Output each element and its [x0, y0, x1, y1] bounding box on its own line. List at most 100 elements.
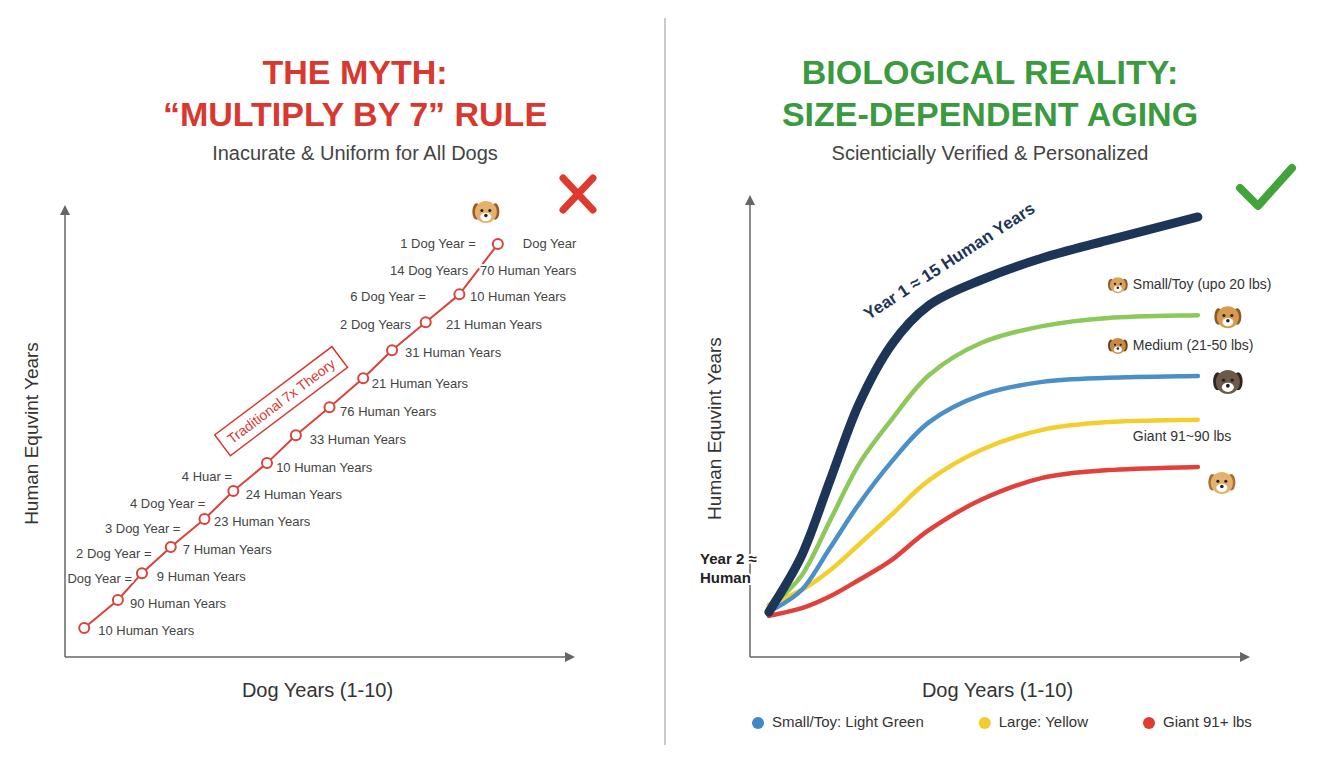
- series-point: [79, 623, 89, 633]
- dog-muzzle: [1222, 383, 1234, 392]
- x-axis-title: Dog Years (1-10): [242, 679, 393, 701]
- annotation: 21 Human Years: [372, 376, 469, 391]
- dog-eye: [1114, 283, 1116, 285]
- annotation: 70 Human Years: [480, 263, 577, 278]
- annotation: 10 Human Years: [98, 623, 195, 638]
- annotation-line: 10 Human Years: [470, 290, 567, 305]
- series-point: [137, 568, 147, 578]
- annotation: 10 Human Years: [276, 461, 373, 476]
- dog-icon: [1208, 472, 1235, 494]
- x-axis-title: Dog Years (1-10): [922, 679, 1073, 701]
- callout-label: Year 1 ≈ 15 Human Years: [860, 199, 1038, 324]
- dog-eye: [1120, 283, 1122, 285]
- panel-divider: [664, 18, 666, 745]
- cross-stroke: [563, 178, 593, 210]
- dog-eye: [1120, 344, 1122, 346]
- series-label: Giant 91~90 lbs: [1133, 428, 1231, 444]
- annotation-line: 24 Human Years: [246, 488, 343, 503]
- annotation-line: 70 Human Years: [480, 263, 577, 278]
- annotation-line: 10 Human Years: [276, 461, 373, 476]
- annotation-line: 4 Huar =: [182, 470, 232, 485]
- annotation-line: 33 Human Years: [310, 432, 407, 447]
- annotation-line: 4 Dog Year =: [130, 496, 206, 511]
- x-axis-line: [65, 656, 570, 658]
- annotation-line: Dog Year =: [67, 571, 132, 586]
- annotation-line: 90 Human Years: [130, 596, 227, 611]
- annotation: 2 Dog Years: [340, 318, 411, 333]
- dog-eye: [480, 209, 483, 212]
- dog-nose: [1117, 286, 1120, 289]
- chart-title: BIOLOGICAL REALITY:SIZE-DEPENDENT AGING: [782, 53, 1198, 133]
- annotation: 76 Human Years: [340, 404, 437, 419]
- dog-eye: [1222, 314, 1225, 317]
- annotation-line: 2 Dog Years: [340, 318, 411, 333]
- annotation: 90 Human Years: [130, 596, 227, 611]
- annotation-line: 76 Human Years: [340, 404, 437, 419]
- annotation-line: Year 2 ≈: [700, 550, 757, 567]
- dog-nose: [1226, 384, 1230, 388]
- dog-muzzle: [1222, 318, 1233, 326]
- dog-head: [1217, 306, 1239, 328]
- annotation-line: 7 Human Years: [183, 542, 272, 557]
- y-axis-line: [64, 210, 66, 657]
- chart-title: THE MYTH: “MULTIPLY BY 7” RULE: [163, 53, 547, 133]
- title-line: “MULTIPLY BY 7” RULE: [163, 95, 547, 133]
- annotation-line: 31 Human Years: [405, 346, 502, 361]
- dog-nose: [1226, 319, 1230, 323]
- annotation-line: Dog Year: [523, 237, 577, 252]
- legend-label: Small/Toy: Light Green: [772, 713, 924, 730]
- series-point: [387, 345, 397, 355]
- annotation-line: 21 Human Years: [372, 376, 469, 391]
- dog-icon: [472, 201, 499, 223]
- annotation-line: 23 Human Years: [214, 514, 311, 529]
- series-point: [262, 458, 272, 468]
- dog-nose: [484, 214, 488, 218]
- dog-eye: [1114, 344, 1116, 346]
- annotation: Dog Year =: [67, 571, 132, 586]
- legend-swatch: [752, 717, 764, 729]
- dog-muzzle: [1114, 347, 1122, 353]
- annotation: 6 Dog Year =: [350, 290, 426, 305]
- chart-subtitle: Inacurate & Uniform for All Dogs: [212, 142, 498, 164]
- dog-icon: [1108, 338, 1128, 354]
- dog-eye: [1230, 314, 1233, 317]
- dog-head: [1216, 370, 1240, 394]
- plot-area: [79, 239, 503, 633]
- annotation: 7 Human Years: [183, 542, 272, 557]
- dog-nose: [1117, 347, 1120, 350]
- annotation-line: 14 Dog Years: [390, 263, 469, 278]
- title-line: THE MYTH:: [262, 53, 447, 91]
- y-axis-title: Human Equvint Years: [21, 342, 42, 525]
- dog-muzzle: [1114, 286, 1122, 292]
- dog-eye: [1216, 480, 1219, 483]
- dog-head: [475, 201, 497, 223]
- series-point: [358, 373, 368, 383]
- annotation: 4 Huar =: [182, 470, 232, 485]
- series-point: [291, 430, 301, 440]
- annotation: 31 Human Years: [405, 346, 502, 361]
- cross-icon: [563, 178, 593, 210]
- annotation: 2 Dog Year =: [76, 546, 152, 561]
- dog-head: [1110, 277, 1126, 293]
- annotation: 1 Dog Year =: [400, 237, 476, 252]
- annotation-line: 21 Human Years: [446, 318, 543, 333]
- x-axis-line: [750, 656, 1245, 658]
- series-point: [228, 486, 238, 496]
- annotation: 4 Dog Year =: [130, 496, 206, 511]
- series-point: [493, 239, 503, 249]
- legend-swatch: [979, 717, 991, 729]
- annotation-line: 2 Dog Year =: [76, 546, 152, 561]
- y-axis-title: Human Equvint Years: [704, 337, 725, 520]
- dog-muzzle: [480, 213, 491, 221]
- dog-eye: [488, 209, 491, 212]
- annotation: 21 Human Years: [446, 318, 543, 333]
- dog-head: [1110, 338, 1126, 354]
- series-label: Small/Toy (upo 20 lbs): [1133, 276, 1272, 292]
- dog-icon: [1214, 306, 1241, 328]
- series-point: [199, 514, 209, 524]
- dog-eye: [1222, 378, 1225, 381]
- callout: Year 1 ≈ 15 Human Years: [860, 199, 1038, 324]
- legend-label: Large: Yellow: [999, 713, 1088, 730]
- annotation-line: 1 Dog Year =: [400, 237, 476, 252]
- dog-icon: [1213, 370, 1243, 394]
